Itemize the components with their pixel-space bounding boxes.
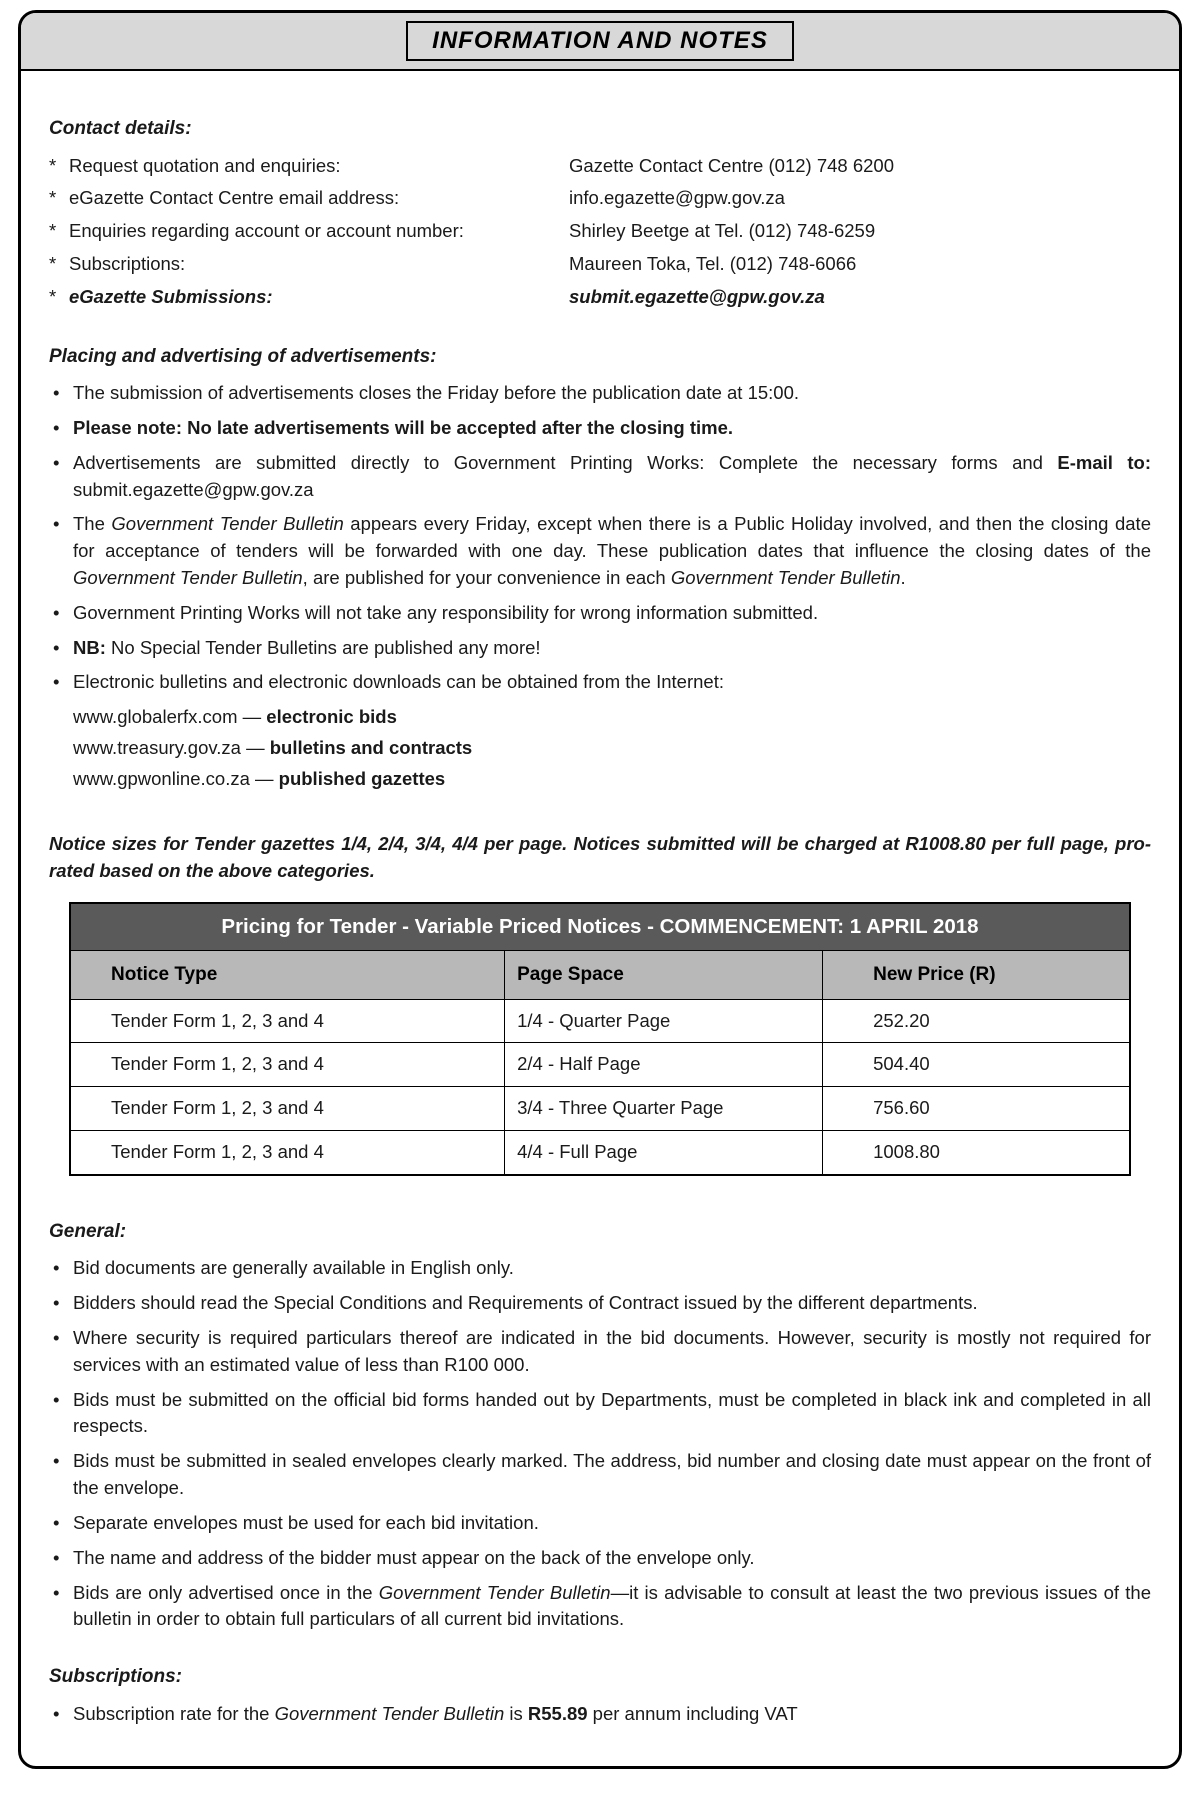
- contact-value: Maureen Toka, Tel. (012) 748-6066: [569, 251, 1151, 278]
- table-row: Tender Form 1, 2, 3 and 44/4 - Full Page…: [70, 1131, 1130, 1175]
- list-item: NB: No Special Tender Bulletins are publ…: [49, 635, 1151, 662]
- pricing-table: Pricing for Tender - Variable Priced Not…: [69, 902, 1131, 1176]
- contact-value: Gazette Contact Centre (012) 748 6200: [569, 153, 1151, 180]
- list-item: Subscription rate for the Government Ten…: [49, 1701, 1151, 1728]
- contact-row: *eGazette Contact Centre email address:i…: [49, 185, 1151, 212]
- contact-label: eGazette Submissions:: [69, 284, 569, 311]
- pricing-header-row: Notice Type Page Space New Price (R): [70, 951, 1130, 1000]
- pricing-body: Tender Form 1, 2, 3 and 41/4 - Quarter P…: [70, 999, 1130, 1175]
- table-row: Tender Form 1, 2, 3 and 41/4 - Quarter P…: [70, 999, 1130, 1043]
- cell-price: 252.20: [823, 999, 1130, 1043]
- list-item: Bids are only advertised once in the Gov…: [49, 1580, 1151, 1634]
- placing-heading: Placing and advertising of advertisement…: [49, 343, 1151, 371]
- cell-space: 4/4 - Full Page: [505, 1131, 823, 1175]
- cell-type: Tender Form 1, 2, 3 and 4: [70, 1131, 505, 1175]
- list-item: Separate envelopes must be used for each…: [49, 1510, 1151, 1537]
- contact-row: *Enquiries regarding account or account …: [49, 218, 1151, 245]
- contact-list: *Request quotation and enquiries:Gazette…: [49, 153, 1151, 311]
- cell-price: 504.40: [823, 1043, 1130, 1087]
- cell-type: Tender Form 1, 2, 3 and 4: [70, 1087, 505, 1131]
- list-item: Where security is required particulars t…: [49, 1325, 1151, 1379]
- cell-space: 2/4 - Half Page: [505, 1043, 823, 1087]
- list-item: Bids must be submitted on the official b…: [49, 1387, 1151, 1441]
- cell-space: 3/4 - Three Quarter Page: [505, 1087, 823, 1131]
- col-header-type: Notice Type: [70, 951, 505, 1000]
- pricing-table-wrap: Pricing for Tender - Variable Priced Not…: [69, 902, 1131, 1176]
- contact-value: Shirley Beetge at Tel. (012) 748-6259: [569, 218, 1151, 245]
- general-heading: General:: [49, 1218, 1151, 1246]
- contact-value: info.egazette@gpw.gov.za: [569, 185, 1151, 212]
- cell-type: Tender Form 1, 2, 3 and 4: [70, 1043, 505, 1087]
- subscriptions-heading: Subscriptions:: [49, 1663, 1151, 1691]
- cell-type: Tender Form 1, 2, 3 and 4: [70, 999, 505, 1043]
- list-item: Bid documents are generally available in…: [49, 1255, 1151, 1282]
- title-bar: INFORMATION AND NOTES: [21, 13, 1179, 71]
- contact-label: Enquiries regarding account or account n…: [69, 218, 569, 245]
- page: INFORMATION AND NOTES Contact details: *…: [0, 0, 1200, 1799]
- list-item: The submission of advertisements closes …: [49, 380, 1151, 407]
- list-item: Bidders should read the Special Conditio…: [49, 1290, 1151, 1317]
- list-item: Bids must be submitted in sealed envelop…: [49, 1448, 1151, 1502]
- col-header-price: New Price (R): [823, 951, 1130, 1000]
- subscriptions-list: Subscription rate for the Government Ten…: [49, 1701, 1151, 1728]
- content: Contact details: *Request quotation and …: [21, 71, 1179, 1728]
- contact-label: Request quotation and enquiries:: [69, 153, 569, 180]
- document-title: INFORMATION AND NOTES: [406, 21, 794, 61]
- cell-price: 1008.80: [823, 1131, 1130, 1175]
- list-item: Electronic bulletins and electronic down…: [49, 669, 1151, 696]
- bullet: *: [49, 185, 69, 212]
- contact-value: submit.egazette@gpw.gov.za: [569, 284, 1151, 311]
- list-item: The Government Tender Bulletin appears e…: [49, 511, 1151, 591]
- bullet: *: [49, 251, 69, 278]
- contact-row: *Request quotation and enquiries:Gazette…: [49, 153, 1151, 180]
- link-line: www.gpwonline.co.za — published gazettes: [73, 766, 1151, 793]
- contact-row: *eGazette Submissions:submit.egazette@gp…: [49, 284, 1151, 311]
- pricing-title-row: Pricing for Tender - Variable Priced Not…: [70, 903, 1130, 950]
- bullet: *: [49, 218, 69, 245]
- list-item: The name and address of the bidder must …: [49, 1545, 1151, 1572]
- pricing-title: Pricing for Tender - Variable Priced Not…: [70, 903, 1130, 950]
- table-row: Tender Form 1, 2, 3 and 42/4 - Half Page…: [70, 1043, 1130, 1087]
- bullet: *: [49, 153, 69, 180]
- col-header-space: Page Space: [505, 951, 823, 1000]
- list-item: Government Printing Works will not take …: [49, 600, 1151, 627]
- list-item: Please note: No late advertisements will…: [49, 415, 1151, 442]
- contact-row: *Subscriptions:Maureen Toka, Tel. (012) …: [49, 251, 1151, 278]
- contact-label: Subscriptions:: [69, 251, 569, 278]
- notice-sizes: Notice sizes for Tender gazettes 1/4, 2/…: [49, 831, 1151, 885]
- contact-heading: Contact details:: [49, 115, 1151, 143]
- bullet: *: [49, 284, 69, 311]
- contact-label: eGazette Contact Centre email address:: [69, 185, 569, 212]
- cell-space: 1/4 - Quarter Page: [505, 999, 823, 1043]
- link-line: www.globalerfx.com — electronic bids: [73, 704, 1151, 731]
- link-line: www.treasury.gov.za — bulletins and cont…: [73, 735, 1151, 762]
- placing-list: The submission of advertisements closes …: [49, 380, 1151, 696]
- list-item: Advertisements are submitted directly to…: [49, 450, 1151, 504]
- placing-links: www.globalerfx.com — electronic bids www.…: [73, 704, 1151, 792]
- general-list: Bid documents are generally available in…: [49, 1255, 1151, 1633]
- cell-price: 756.60: [823, 1087, 1130, 1131]
- document-frame: INFORMATION AND NOTES Contact details: *…: [18, 10, 1182, 1769]
- table-row: Tender Form 1, 2, 3 and 43/4 - Three Qua…: [70, 1087, 1130, 1131]
